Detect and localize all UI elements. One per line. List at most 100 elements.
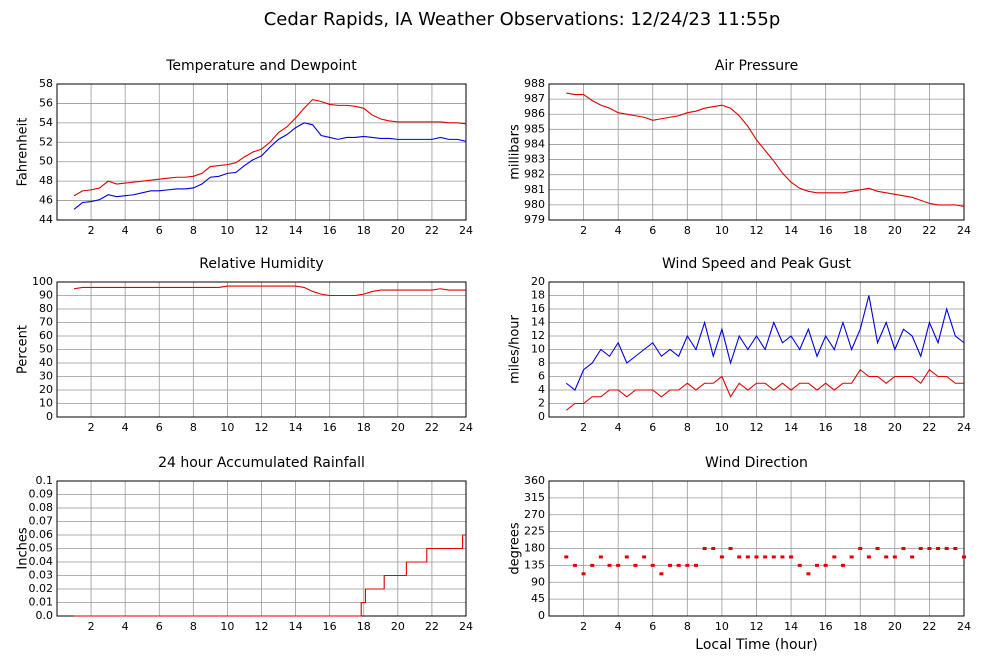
y-tick-label: 135: [524, 558, 545, 571]
y-tick-label: 50: [39, 155, 53, 168]
x-tick-label: 6: [156, 620, 163, 633]
y-tick-label: 0.04: [29, 555, 54, 568]
y-tick-label: 16: [531, 302, 545, 315]
y-tick-label: 48: [39, 174, 53, 187]
data-point: [918, 547, 923, 550]
x-tick-label: 18: [357, 224, 371, 237]
data-line: [74, 534, 466, 617]
y-tick-label: 56: [39, 96, 53, 109]
chart-title: Wind Speed and Peak Gust: [662, 256, 851, 272]
x-axis-label: Local Time (hour): [695, 637, 817, 653]
x-tick-label: 4: [615, 224, 622, 237]
x-tick-label: 16: [323, 224, 337, 237]
y-tick-label: 0.05: [29, 542, 54, 555]
data-point: [754, 555, 759, 559]
x-tick-label: 6: [156, 224, 163, 237]
x-tick-label: 2: [580, 620, 587, 633]
y-tick-label: 270: [524, 508, 545, 521]
x-tick-label: 14: [289, 421, 303, 434]
data-point: [823, 563, 828, 567]
data-line: [566, 92, 965, 207]
x-tick-label: 24: [459, 421, 473, 434]
data-point: [875, 547, 880, 550]
y-tick-label: 0.0: [36, 609, 54, 622]
data-point: [962, 555, 966, 559]
data-point: [815, 563, 820, 567]
data-point: [711, 547, 716, 550]
data-point: [858, 547, 863, 550]
data-line: [565, 295, 965, 391]
data-point: [771, 555, 776, 559]
x-tick-label: 4: [615, 421, 622, 434]
data-point: [728, 547, 733, 550]
x-tick-label: 10: [715, 620, 729, 633]
y-tick-label: 987: [524, 92, 545, 105]
x-tick-label: 4: [615, 620, 622, 633]
y-tick-label: 0: [46, 410, 53, 423]
x-tick-label: 12: [750, 620, 764, 633]
x-tick-label: 14: [289, 620, 303, 633]
y-tick-label: 40: [39, 356, 53, 369]
x-tick-label: 16: [323, 620, 337, 633]
y-tick-label: 979: [524, 213, 545, 226]
data-point: [789, 555, 794, 559]
x-tick-label: 14: [784, 224, 798, 237]
y-tick-label: 14: [531, 316, 545, 329]
x-tick-label: 22: [425, 421, 439, 434]
data-line: [565, 368, 964, 411]
x-tick-label: 12: [255, 224, 269, 237]
x-tick-label: 4: [122, 224, 129, 237]
chart-title: Wind Direction: [705, 455, 808, 471]
x-tick-label: 8: [190, 421, 197, 434]
data-point: [581, 572, 586, 576]
y-tick-label: 12: [531, 329, 545, 342]
y-axis-label: millibars: [508, 124, 523, 180]
x-tick-label: 2: [88, 421, 95, 434]
x-tick-label: 18: [853, 620, 867, 633]
x-tick-label: 24: [957, 224, 971, 237]
x-tick-label: 10: [220, 620, 234, 633]
y-tick-label: 0.06: [29, 528, 54, 541]
y-tick-label: 180: [524, 542, 545, 555]
y-tick-label: 315: [524, 491, 545, 504]
data-point: [572, 563, 577, 567]
data-point: [936, 547, 941, 550]
x-tick-label: 4: [122, 620, 129, 633]
chart-title: Temperature and Dewpoint: [165, 58, 357, 74]
x-tick-label: 22: [922, 620, 936, 633]
x-tick-label: 18: [357, 620, 371, 633]
x-tick-label: 10: [715, 421, 729, 434]
chart-title: Relative Humidity: [199, 256, 323, 272]
data-point: [763, 555, 768, 559]
chart-title: 24 hour Accumulated Rainfall: [158, 455, 365, 471]
y-tick-label: 2: [538, 397, 545, 410]
x-tick-label: 16: [819, 224, 833, 237]
data-point: [685, 563, 690, 567]
data-line: [73, 285, 466, 297]
data-point: [624, 555, 629, 559]
plot-frame: [56, 281, 467, 418]
y-tick-label: 44: [39, 213, 53, 226]
y-tick-label: 30: [39, 370, 53, 383]
y-tick-label: 80: [39, 302, 53, 315]
x-tick-label: 22: [922, 421, 936, 434]
x-tick-label: 6: [156, 421, 163, 434]
y-tick-label: 45: [531, 592, 545, 605]
y-tick-label: 0: [538, 410, 545, 423]
x-tick-label: 14: [289, 224, 303, 237]
data-point: [650, 563, 655, 567]
x-tick-label: 18: [853, 421, 867, 434]
data-point: [832, 555, 837, 559]
y-tick-label: 984: [524, 137, 545, 150]
y-axis-label: Fahrenheit: [16, 118, 31, 187]
x-tick-label: 20: [888, 224, 902, 237]
y-tick-label: 360: [524, 474, 545, 487]
y-tick-label: 0.03: [29, 569, 54, 582]
y-tick-label: 20: [531, 275, 545, 288]
data-point: [953, 547, 958, 550]
x-tick-label: 22: [922, 224, 936, 237]
data-point: [564, 555, 569, 559]
data-point: [806, 572, 811, 576]
y-tick-label: 10: [531, 343, 545, 356]
y-tick-label: 18: [531, 289, 545, 302]
